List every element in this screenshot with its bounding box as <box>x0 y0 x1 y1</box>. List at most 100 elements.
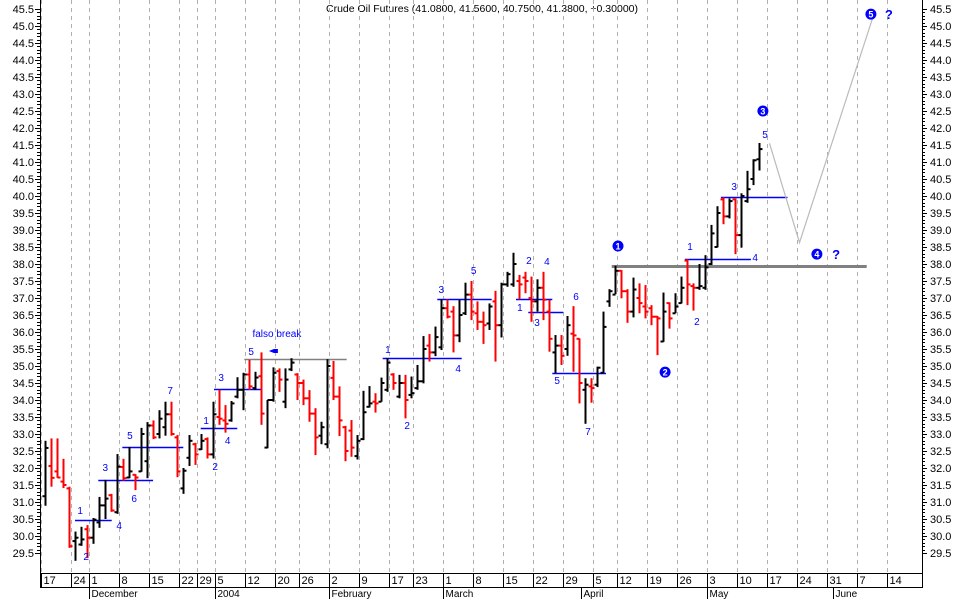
ohlc-bar <box>486 303 493 330</box>
wave-marker-circle <box>811 248 823 260</box>
ohlc-bar <box>480 311 487 344</box>
wave-marker-circle <box>757 105 769 117</box>
y-tick-label-right: 39.0 <box>930 225 951 237</box>
x-week-label: 17 <box>44 575 56 587</box>
y-tick-label-left: 41.0 <box>13 157 34 169</box>
ohlc-bar <box>108 493 115 512</box>
y-tick-label-right: 38.5 <box>930 242 951 254</box>
ohlc-bar <box>198 434 205 451</box>
y-tick-label-right: 42.0 <box>930 123 951 135</box>
y-tick-label-left: 33.0 <box>13 429 34 441</box>
ohlc-bar <box>618 269 625 299</box>
ohlc-bar <box>276 368 283 392</box>
ohlc-bar <box>570 306 577 372</box>
x-week-label: 15 <box>152 575 164 587</box>
x-month-label: March <box>446 589 474 599</box>
ohlc-bar <box>90 517 97 544</box>
x-month-label: December <box>92 589 139 599</box>
ohlc-bar <box>246 359 253 390</box>
ohlc-bar <box>102 479 109 519</box>
ohlc-bar <box>636 283 643 314</box>
y-tick-label-right: 45.0 <box>930 21 951 33</box>
ohlc-bar <box>600 311 607 374</box>
ohlc-bar <box>180 468 187 494</box>
x-week-label: 7 <box>860 575 866 587</box>
wave-count-label: 4 <box>116 521 122 532</box>
ohlc-bar <box>78 526 85 546</box>
x-week-label: 24 <box>800 575 812 587</box>
ohlc-bar <box>708 224 715 266</box>
y-tick-label-left: 39.0 <box>13 225 34 237</box>
ohlc-bar <box>168 401 175 436</box>
ohlc-bar <box>60 458 67 489</box>
wave-marker-circle <box>659 366 671 378</box>
y-tick-label-right: 33.5 <box>930 412 951 424</box>
ohlc-bar <box>336 386 343 437</box>
y-tick-label-left: 30.5 <box>13 514 34 526</box>
ohlc-bar <box>318 421 325 445</box>
wave-count-label: 5 <box>554 376 560 387</box>
ohlc-bar <box>756 142 763 171</box>
ohlc-bar <box>378 377 385 403</box>
x-week-label: 19 <box>650 575 662 587</box>
y-tick-label-left: 32.0 <box>13 463 34 475</box>
y-tick-label-right: 35.5 <box>930 344 951 356</box>
y-tick-label-left: 44.5 <box>13 38 34 50</box>
y-tick-label-right: 29.5 <box>930 548 951 560</box>
y-tick-label-left: 40.5 <box>13 174 34 186</box>
ohlc-bar <box>606 289 613 307</box>
y-tick-label-left: 45.5 <box>13 4 34 16</box>
ohlc-bar <box>84 525 91 559</box>
ohlc-bar <box>456 300 463 343</box>
ohlc-bar <box>642 285 649 319</box>
y-tick-label-right: 44.0 <box>930 55 951 67</box>
y-tick-label-right: 39.5 <box>930 208 951 220</box>
ohlc-bar <box>630 277 637 318</box>
x-month-label: February <box>332 589 372 599</box>
ohlc-bar <box>744 170 751 203</box>
x-week-label: 29 <box>566 575 578 587</box>
ohlc-bar <box>558 335 565 365</box>
ohlc-bar <box>66 486 73 548</box>
ohlc-bar <box>396 374 403 399</box>
ohlc-bar <box>72 531 79 561</box>
ohlc-bar <box>240 372 247 411</box>
ohlc-bar <box>138 427 145 473</box>
falso-break-label: falso break <box>252 329 302 340</box>
ohlc-bar <box>696 264 703 290</box>
wave-marker-number: 2 <box>663 368 668 378</box>
y-tick-label-right: 36.5 <box>930 310 951 322</box>
ohlc-bar <box>42 440 49 506</box>
ohlc-bar <box>534 279 541 312</box>
y-tick-label-right: 40.5 <box>930 174 951 186</box>
ohlc-bar <box>444 299 451 319</box>
ohlc-bar <box>372 393 379 413</box>
ohlc-bar <box>282 368 289 409</box>
question-mark: ? <box>885 7 893 22</box>
wave-marker-number: 3 <box>760 107 765 117</box>
ohlc-bar <box>474 301 481 330</box>
ohlc-bar <box>390 373 397 390</box>
wave-count-label: 3 <box>103 463 109 474</box>
x-axis-week-row <box>40 573 923 588</box>
wave-marker-number: 4 <box>814 250 819 260</box>
ohlc-bar <box>582 378 589 424</box>
y-tick-label-left: 45.0 <box>13 21 34 33</box>
ohlc-bar <box>96 496 103 528</box>
x-week-label: 15 <box>506 575 518 587</box>
wave-count-label: 5 <box>762 130 768 141</box>
ohlc-bar <box>384 358 391 392</box>
wave-count-label: 5 <box>248 347 254 358</box>
x-week-label: 2 <box>332 575 338 587</box>
x-week-label: 8 <box>122 575 128 587</box>
x-week-label: 5 <box>218 575 224 587</box>
question-mark: ? <box>832 247 840 262</box>
ohlc-bar <box>156 410 163 439</box>
wave-count-label: 3 <box>731 182 737 193</box>
y-tick-label-right: 43.5 <box>930 72 951 84</box>
wave-count-label: 7 <box>167 386 173 397</box>
wave-count-label: 4 <box>455 364 461 375</box>
wave-count-label: 6 <box>573 292 579 303</box>
ohlc-bar <box>54 438 61 479</box>
